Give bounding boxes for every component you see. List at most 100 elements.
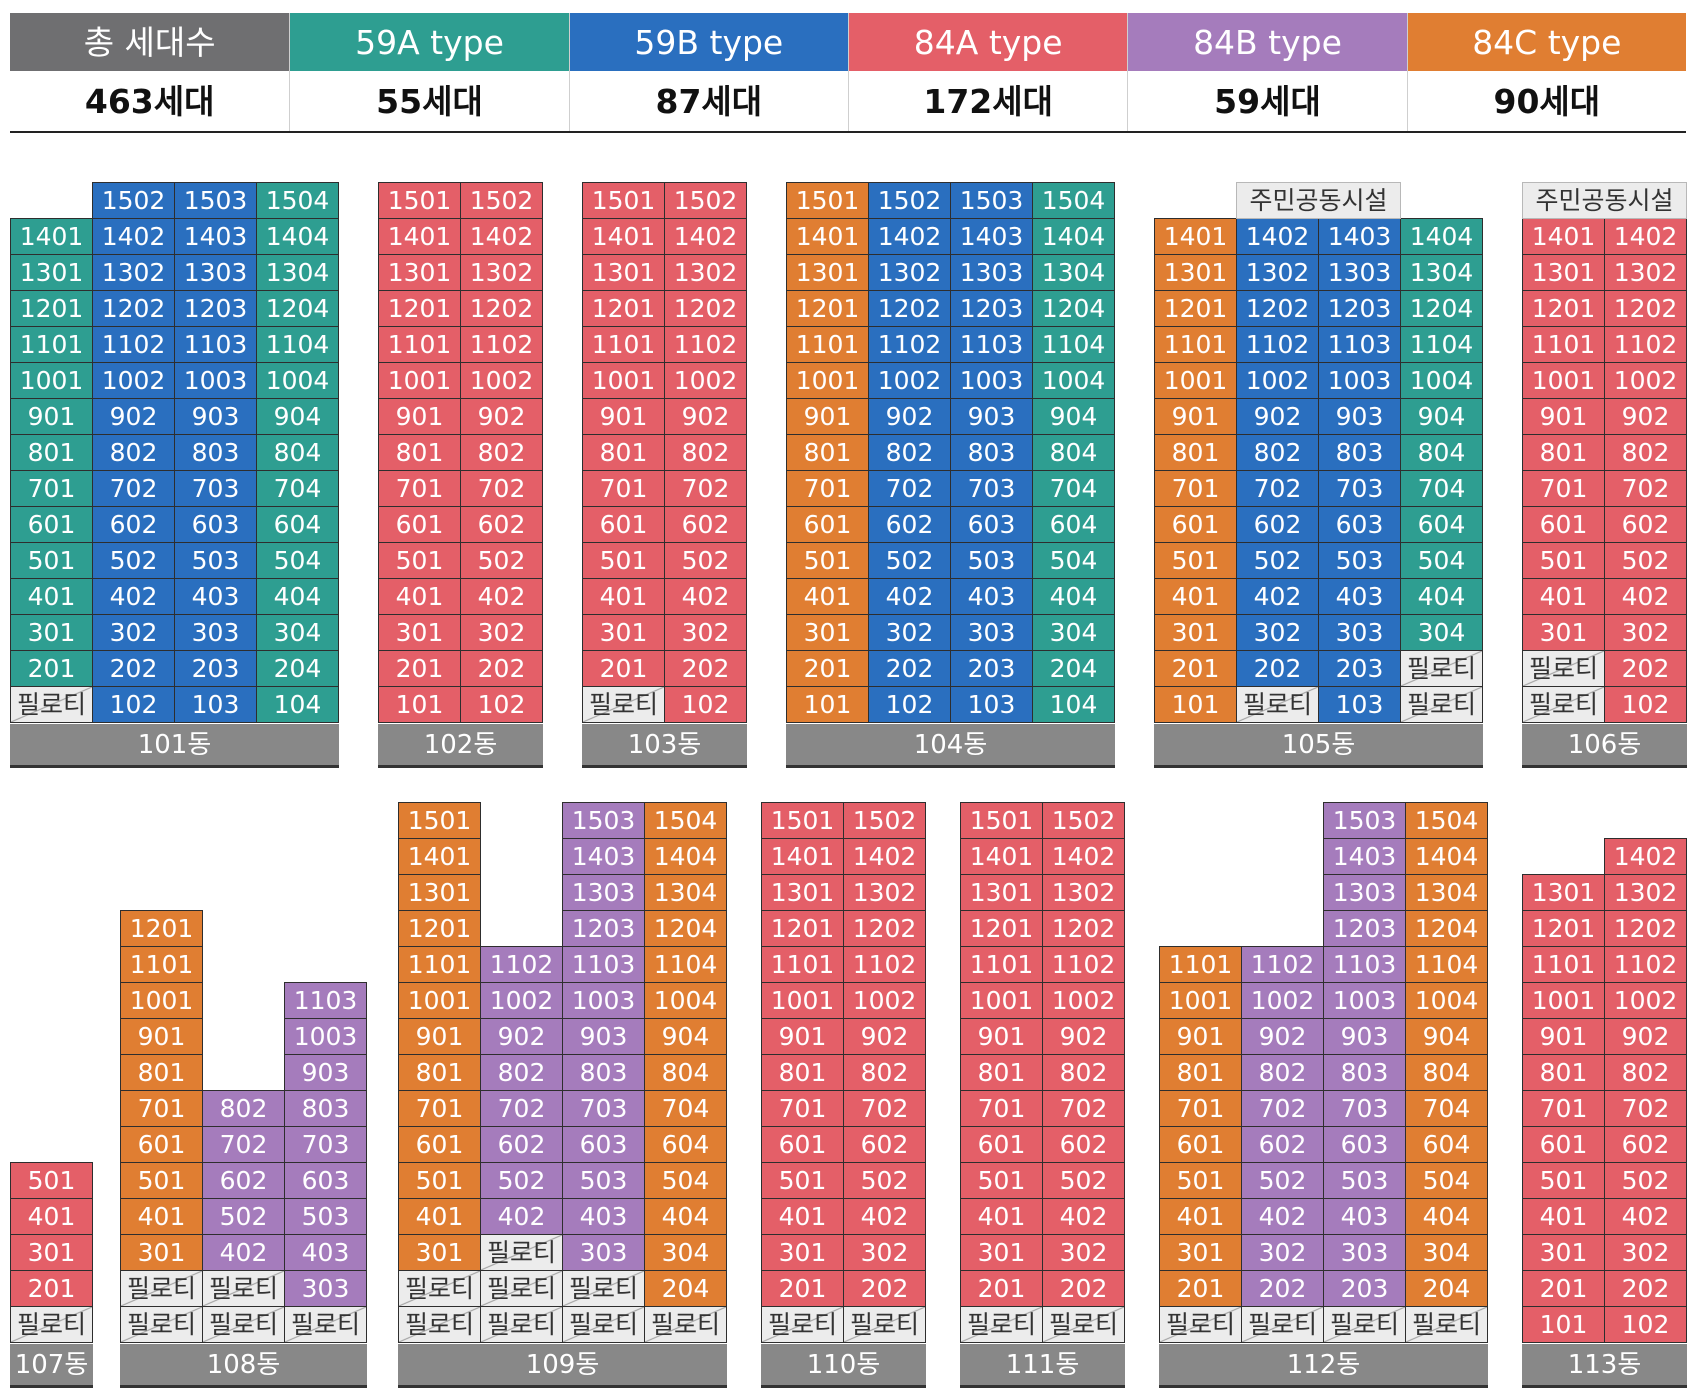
unit-cell: 304 bbox=[1400, 614, 1483, 651]
unit-cell: 602 bbox=[868, 506, 951, 543]
unit-cell: 1404 bbox=[1032, 218, 1115, 255]
unit-cell: 402 bbox=[460, 578, 543, 615]
unit-cell: 301 bbox=[398, 1234, 481, 1271]
unit-cell: 1304 bbox=[644, 874, 727, 911]
unit-cell: 601 bbox=[582, 506, 665, 543]
unit-cell: 203 bbox=[950, 650, 1033, 687]
unit-cell: 1202 bbox=[1604, 910, 1687, 947]
unit-cell: 1401 bbox=[378, 218, 461, 255]
unit-cell: 603 bbox=[562, 1126, 645, 1163]
unit-cell: 502 bbox=[1241, 1162, 1324, 1199]
unit-cell: 601 bbox=[761, 1126, 844, 1163]
unit-cell: 802 bbox=[460, 434, 543, 471]
unit-cell: 1002 bbox=[460, 362, 543, 399]
unit-cell: 403 bbox=[284, 1234, 367, 1271]
unit-cell: 1102 bbox=[1241, 946, 1324, 983]
unit-cell: 1003 bbox=[174, 362, 257, 399]
unit-cell: 701 bbox=[1154, 470, 1237, 507]
unit-cell: 602 bbox=[664, 506, 747, 543]
unit-cell: 1301 bbox=[960, 874, 1043, 911]
unit-cell: 404 bbox=[1405, 1198, 1488, 1235]
unit-cell: 1401 bbox=[582, 218, 665, 255]
unit-cell: 602 bbox=[1241, 1126, 1324, 1163]
unit-cell: 1201 bbox=[582, 290, 665, 327]
unit-cell: 1101 bbox=[960, 946, 1043, 983]
unit-cell: 1501 bbox=[960, 802, 1043, 839]
unit-cell: 504 bbox=[1405, 1162, 1488, 1199]
unit-cell: 604 bbox=[1400, 506, 1483, 543]
unit-cell: 1004 bbox=[1400, 362, 1483, 399]
unit-cell: 1403 bbox=[1318, 218, 1401, 255]
building-label: 106동 bbox=[1522, 724, 1687, 768]
unit-cell: 702 bbox=[1241, 1090, 1324, 1127]
unit-cell: 1203 bbox=[174, 290, 257, 327]
unit-cell: 901 bbox=[1159, 1018, 1242, 1055]
unit-cell: 401 bbox=[1159, 1198, 1242, 1235]
unit-cell: 701 bbox=[120, 1090, 203, 1127]
unit-cell: 1004 bbox=[256, 362, 339, 399]
unit-cell: 303 bbox=[1318, 614, 1401, 651]
building-101: 1502 1503 1504 1401 1402 1403 1404 1301 1302 1303… bbox=[10, 182, 339, 770]
unit-cell: 1101 bbox=[1522, 946, 1605, 983]
unit-cell: 501 bbox=[786, 542, 869, 579]
unit-cell: 802 bbox=[1604, 434, 1687, 471]
building-107: 501 401 301 201 필로티 107동 bbox=[10, 1162, 93, 1390]
unit-cell: 1101 bbox=[398, 946, 481, 983]
unit-cell: 404 bbox=[256, 578, 339, 615]
unit-type-summary: 총 세대수 463세대 59A type 55세대 59B type 87세대 … bbox=[10, 13, 1686, 133]
building-103: 1501 1502 1401 1402 1301 1302 1201 1202 1101 1102… bbox=[582, 182, 747, 770]
unit-cell: 803 bbox=[950, 434, 1033, 471]
unit-cell: 401 bbox=[1522, 1198, 1605, 1235]
unit-cell: 1201 bbox=[378, 290, 461, 327]
unit-cell: 1204 bbox=[1405, 910, 1488, 947]
unit-cell: 1004 bbox=[644, 982, 727, 1019]
unit-cell: 604 bbox=[644, 1126, 727, 1163]
unit-cell: 604 bbox=[1405, 1126, 1488, 1163]
unit-cell: 1103 bbox=[562, 946, 645, 983]
unit-cell: 602 bbox=[1604, 506, 1687, 543]
unit-cell: 902 bbox=[843, 1018, 926, 1055]
unit-cell: 1202 bbox=[868, 290, 951, 327]
unit-cell: 903 bbox=[950, 398, 1033, 435]
building-110: 1501 1502 1401 1402 1301 1302 1201 1202 1101 1102… bbox=[761, 802, 926, 1390]
unit-cell: 1304 bbox=[1032, 254, 1115, 291]
unit-cell: 1503 bbox=[562, 802, 645, 839]
unit-cell: 1301 bbox=[10, 254, 93, 291]
unit-cell: 702 bbox=[480, 1090, 563, 1127]
unit-cell: 1204 bbox=[1400, 290, 1483, 327]
unit-cell: 802 bbox=[1241, 1054, 1324, 1091]
summary-59a: 59A type 55세대 bbox=[289, 13, 569, 133]
unit-cell: 1104 bbox=[256, 326, 339, 363]
unit-cell: 102 bbox=[1604, 1306, 1687, 1343]
unit-cell: 403 bbox=[1318, 578, 1401, 615]
unit-cell: 501 bbox=[761, 1162, 844, 1199]
unit-cell: 1203 bbox=[1323, 910, 1406, 947]
unit-cell: 601 bbox=[1522, 506, 1605, 543]
unit-cell: 102 bbox=[460, 686, 543, 723]
building-102: 1501 1502 1401 1402 1301 1302 1201 1202 1101 1102… bbox=[378, 182, 543, 770]
unit-cell: 1102 bbox=[460, 326, 543, 363]
unit-cell: 1302 bbox=[868, 254, 951, 291]
pilotis-cell: 필로티 bbox=[1400, 650, 1483, 687]
unit-cell: 1302 bbox=[843, 874, 926, 911]
unit-cell: 1301 bbox=[1154, 254, 1237, 291]
unit-cell: 801 bbox=[398, 1054, 481, 1091]
unit-cell: 304 bbox=[644, 1234, 727, 1271]
unit-cell: 401 bbox=[10, 1198, 93, 1235]
unit-cell: 301 bbox=[1522, 614, 1605, 651]
unit-cell: 904 bbox=[1405, 1018, 1488, 1055]
unit-cell: 701 bbox=[1159, 1090, 1242, 1127]
unit-cell: 904 bbox=[644, 1018, 727, 1055]
unit-cell: 802 bbox=[1236, 434, 1319, 471]
unit-cell: 902 bbox=[1042, 1018, 1125, 1055]
unit-cell: 402 bbox=[1042, 1198, 1125, 1235]
unit-cell: 501 bbox=[10, 542, 93, 579]
unit-cell: 104 bbox=[1032, 686, 1115, 723]
unit-cell: 1402 bbox=[1604, 218, 1687, 255]
unit-cell: 1101 bbox=[786, 326, 869, 363]
unit-cell: 402 bbox=[1604, 1198, 1687, 1235]
unit-cell: 1402 bbox=[664, 218, 747, 255]
unit-cell: 803 bbox=[1323, 1054, 1406, 1091]
unit-cell: 502 bbox=[202, 1198, 285, 1235]
unit-cell: 102 bbox=[92, 686, 175, 723]
